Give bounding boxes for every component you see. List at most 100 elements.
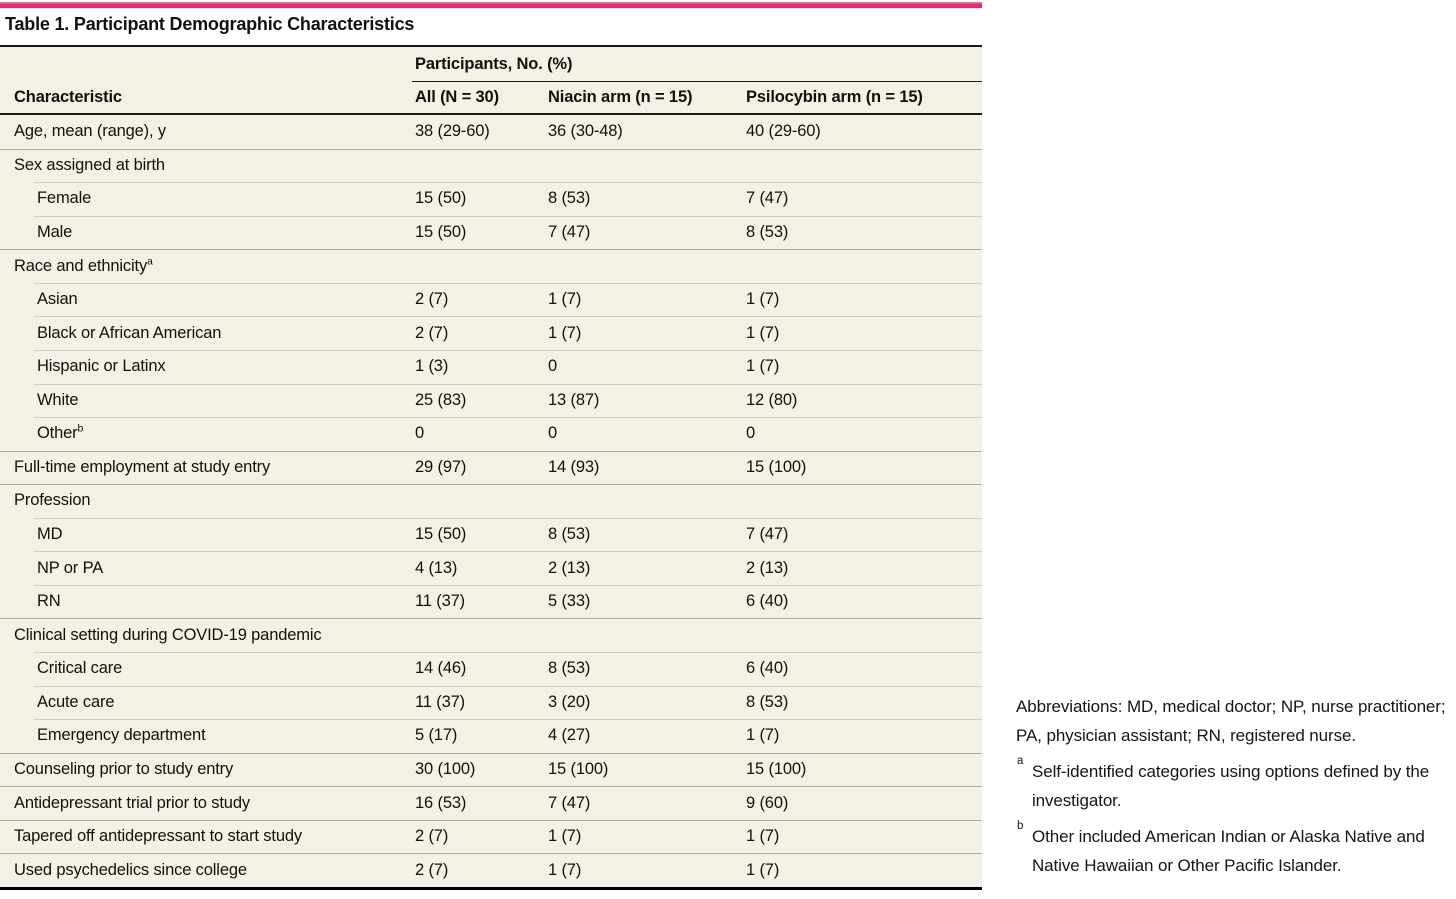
table-row: Asian 2 (7) 1 (7) 1 (7) bbox=[0, 282, 982, 317]
row-value: 1 (7) bbox=[746, 357, 780, 376]
row-label: White bbox=[37, 390, 79, 409]
row-label: Asian bbox=[37, 290, 78, 309]
row-value: 4 (27) bbox=[548, 726, 591, 745]
row-value: 13 (87) bbox=[548, 390, 600, 409]
footnote-reference: b bbox=[77, 424, 84, 435]
abbreviations-text: Abbreviations: MD, medical doctor; NP, n… bbox=[1016, 697, 1446, 745]
row-value: 1 (7) bbox=[548, 860, 582, 879]
page-title: Table 1. Participant Demographic Charact… bbox=[5, 14, 415, 34]
table-row: Counseling prior to study entry 30 (100) 1… bbox=[0, 752, 982, 787]
row-label: Acute care bbox=[37, 692, 115, 711]
table-body: Age, mean (range), y 38 (29-60) 36 (30-48)… bbox=[0, 115, 982, 887]
table-row: Sex assigned at birth bbox=[0, 148, 982, 183]
table-row: NP or PA 4 (13) 2 (13) 2 (13) bbox=[0, 551, 982, 585]
row-value: 0 bbox=[746, 424, 756, 443]
table-row: Otherb 0 0 0 bbox=[0, 417, 982, 451]
row-value: 7 (47) bbox=[548, 793, 591, 812]
row-value: 29 (97) bbox=[415, 457, 467, 476]
row-value: 2 (13) bbox=[548, 558, 591, 577]
row-value: 30 (100) bbox=[415, 759, 476, 778]
row-label: Used psychedelics since college bbox=[14, 860, 247, 879]
row-value: 1 (7) bbox=[746, 290, 780, 309]
row-value: 6 (40) bbox=[746, 659, 789, 678]
table-row: Clinical setting during COVID-19 pandemi… bbox=[0, 618, 982, 652]
row-label: Black or African American bbox=[37, 323, 222, 342]
row-value: 7 (47) bbox=[746, 189, 789, 208]
row-value: 8 (53) bbox=[746, 222, 789, 241]
row-label: Male bbox=[37, 222, 73, 241]
table-row: Critical care 14 (46) 8 (53) 6 (40) bbox=[0, 652, 982, 686]
table-row: Male 15 (50) 7 (47) 8 (53) bbox=[0, 215, 982, 250]
table-row: Full-time employment at study entry 29 (9… bbox=[0, 450, 982, 485]
row-value: 5 (17) bbox=[415, 726, 458, 745]
table-row: MD 15 (50) 8 (53) 7 (47) bbox=[0, 517, 982, 552]
row-label: Race and ethnicitya bbox=[14, 256, 153, 275]
row-value: 2 (7) bbox=[415, 323, 449, 342]
row-value: 15 (100) bbox=[746, 457, 807, 476]
demographics-table: Participants, No. (%) Characteristic All… bbox=[0, 45, 982, 890]
row-value: 15 (100) bbox=[746, 759, 807, 778]
row-value: 1 (7) bbox=[548, 323, 582, 342]
row-value: 38 (29-60) bbox=[415, 122, 490, 141]
row-label: Emergency department bbox=[37, 726, 206, 745]
row-label: Otherb bbox=[37, 424, 84, 443]
span-header: Participants, No. (%) bbox=[412, 47, 982, 82]
row-value: 6 (40) bbox=[746, 592, 789, 611]
table-row: Tapered off antidepressant to start stud… bbox=[0, 819, 982, 854]
row-value: 1 (7) bbox=[746, 726, 780, 745]
footnote-reference: a bbox=[147, 256, 153, 268]
row-value: 11 (37) bbox=[415, 592, 466, 611]
table-row: Profession bbox=[0, 484, 982, 518]
table-span-header-row: Participants, No. (%) bbox=[0, 47, 982, 82]
row-value: 4 (13) bbox=[415, 558, 458, 577]
row-label: MD bbox=[37, 525, 63, 544]
accent-bar bbox=[0, 2, 982, 8]
row-value: 8 (53) bbox=[548, 189, 591, 208]
row-value: 1 (7) bbox=[746, 860, 780, 879]
footnote-text: Self-identified categories using options… bbox=[1032, 762, 1430, 810]
table-row: Antidepressant trial prior to study 16 (5… bbox=[0, 786, 982, 820]
column-header-characteristic: Characteristic bbox=[14, 88, 122, 106]
row-value: 8 (53) bbox=[746, 692, 789, 711]
row-value: 12 (80) bbox=[746, 390, 798, 409]
row-value: 7 (47) bbox=[746, 525, 789, 544]
row-label: RN bbox=[37, 592, 61, 611]
table-row: Race and ethnicitya bbox=[0, 249, 982, 283]
row-value: 1 (7) bbox=[746, 827, 780, 846]
row-value: 2 (13) bbox=[746, 558, 789, 577]
table-row: Used psychedelics since college 2 (7) 1 (7… bbox=[0, 853, 982, 887]
row-value: 14 (93) bbox=[548, 457, 600, 476]
span-header-spacer bbox=[0, 47, 412, 82]
row-value: 15 (100) bbox=[548, 759, 609, 778]
table-column-header-row: Characteristic All (N = 30) Niacin arm (… bbox=[0, 82, 982, 115]
row-label: Antidepressant trial prior to study bbox=[14, 793, 250, 812]
row-value: 3 (20) bbox=[548, 692, 591, 711]
row-label: Critical care bbox=[37, 659, 123, 678]
row-label: Sex assigned at birth bbox=[14, 155, 165, 174]
row-label: Full-time employment at study entry bbox=[14, 457, 271, 476]
row-value: 2 (7) bbox=[415, 860, 449, 879]
table-row: White 25 (83) 13 (87) 12 (80) bbox=[0, 383, 982, 418]
table-row: Acute care 11 (37) 3 (20) 8 (53) bbox=[0, 685, 982, 720]
row-value: 9 (60) bbox=[746, 793, 789, 812]
row-label: Counseling prior to study entry bbox=[14, 759, 234, 778]
row-value: 1 (7) bbox=[746, 323, 780, 342]
row-value: 11 (37) bbox=[415, 692, 466, 711]
column-header-psilocybin: Psilocybin arm (n = 15) bbox=[746, 88, 923, 106]
row-label: Profession bbox=[14, 491, 91, 510]
footnote: a Self-identified categories using option… bbox=[1017, 755, 1430, 810]
row-value: 0 bbox=[415, 424, 425, 443]
row-value: 8 (53) bbox=[548, 525, 591, 544]
row-value: 15 (50) bbox=[415, 525, 467, 544]
row-value: 0 bbox=[548, 357, 558, 376]
row-value: 7 (47) bbox=[548, 222, 591, 241]
row-label: Clinical setting during COVID-19 pandemi… bbox=[14, 625, 322, 644]
row-value: 1 (7) bbox=[548, 827, 582, 846]
table-row: Emergency department 5 (17) 4 (27) 1 (7) bbox=[0, 719, 982, 753]
footnote-text: Other included American Indian or Alaska… bbox=[1032, 827, 1425, 875]
row-value: 36 (30-48) bbox=[548, 122, 623, 141]
row-label: Female bbox=[37, 189, 92, 208]
row-value: 16 (53) bbox=[415, 793, 467, 812]
row-value: 15 (50) bbox=[415, 222, 467, 241]
row-value: 2 (7) bbox=[415, 290, 449, 309]
